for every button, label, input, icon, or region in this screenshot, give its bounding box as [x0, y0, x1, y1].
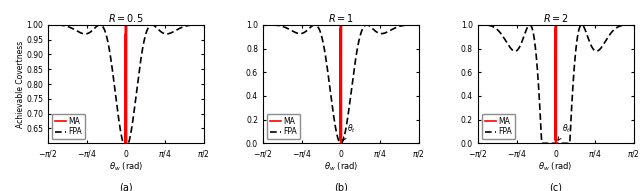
MA — [200, 24, 207, 26]
Line: FPA: FPA — [478, 25, 634, 143]
Title: $R = 2$: $R = 2$ — [543, 12, 569, 24]
Text: $\theta_t$: $\theta_t$ — [0, 190, 1, 191]
FPA — [538, 142, 545, 144]
FPA — [259, 24, 267, 26]
FPA — [51, 24, 58, 26]
Text: (b): (b) — [334, 183, 348, 191]
Line: MA: MA — [478, 25, 634, 143]
MA — [475, 24, 483, 26]
MA — [630, 24, 637, 26]
FPA — [122, 146, 130, 149]
FPA — [630, 24, 637, 26]
MA — [260, 24, 268, 26]
FPA — [475, 24, 483, 26]
MA — [415, 24, 422, 26]
MA — [474, 24, 482, 26]
MA — [481, 24, 488, 26]
Text: $\theta_t$: $\theta_t$ — [558, 122, 571, 140]
MA — [266, 24, 273, 26]
Y-axis label: Achievable Covertness: Achievable Covertness — [16, 40, 25, 128]
MA — [552, 142, 559, 144]
FPA — [483, 24, 491, 26]
MA — [51, 24, 58, 26]
MA — [290, 24, 298, 26]
Line: MA: MA — [263, 25, 419, 143]
MA — [621, 24, 629, 26]
MA — [335, 24, 343, 26]
Line: FPA: FPA — [48, 25, 204, 147]
MA — [337, 142, 344, 144]
MA — [259, 24, 267, 26]
Line: MA: MA — [48, 25, 204, 191]
MA — [550, 24, 558, 26]
FPA — [481, 24, 488, 26]
X-axis label: $\theta_w$ (rad): $\theta_w$ (rad) — [324, 160, 358, 173]
FPA — [621, 24, 629, 26]
MA — [45, 24, 52, 26]
MA — [120, 24, 128, 26]
FPA — [406, 24, 414, 26]
FPA — [550, 142, 558, 144]
Line: FPA: FPA — [263, 25, 419, 143]
Title: $R = 1$: $R = 1$ — [328, 12, 354, 24]
Title: $R = 0.5$: $R = 0.5$ — [108, 12, 143, 24]
FPA — [266, 24, 273, 26]
MA — [504, 24, 512, 26]
FPA — [45, 24, 52, 26]
FPA — [191, 24, 199, 26]
MA — [75, 24, 83, 26]
MA — [483, 24, 491, 26]
FPA — [337, 142, 344, 144]
FPA — [268, 24, 276, 26]
MA — [406, 24, 414, 26]
Legend: MA, FPA: MA, FPA — [52, 114, 85, 139]
FPA — [415, 24, 422, 26]
FPA — [75, 31, 83, 33]
Text: $\theta_t$: $\theta_t$ — [343, 122, 356, 140]
Text: (a): (a) — [119, 183, 132, 191]
Legend: MA, FPA: MA, FPA — [482, 114, 515, 139]
MA — [191, 24, 199, 26]
MA — [54, 24, 61, 26]
Text: (c): (c) — [549, 183, 562, 191]
FPA — [200, 24, 207, 26]
FPA — [290, 30, 298, 33]
MA — [44, 24, 52, 26]
MA — [268, 24, 276, 26]
FPA — [504, 44, 512, 46]
X-axis label: $\theta_w$ (rad): $\theta_w$ (rad) — [109, 160, 143, 173]
FPA — [120, 144, 128, 147]
FPA — [335, 140, 343, 143]
X-axis label: $\theta_w$ (rad): $\theta_w$ (rad) — [538, 160, 573, 173]
FPA — [44, 24, 52, 26]
FPA — [260, 24, 268, 26]
FPA — [474, 24, 482, 26]
Legend: MA, FPA: MA, FPA — [267, 114, 300, 139]
FPA — [54, 24, 61, 26]
